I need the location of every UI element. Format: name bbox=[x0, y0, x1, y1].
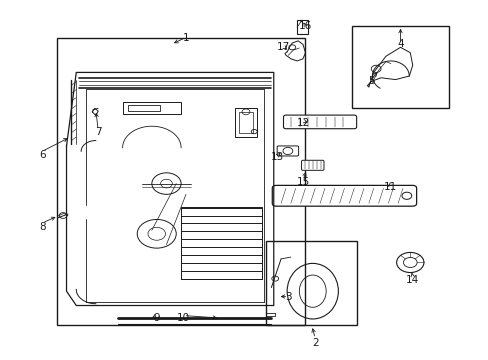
Text: 15: 15 bbox=[296, 177, 309, 187]
FancyBboxPatch shape bbox=[283, 115, 356, 129]
Bar bbox=[57, 39, 305, 325]
Bar bbox=[351, 26, 448, 108]
Bar bbox=[234, 108, 256, 137]
Text: 16: 16 bbox=[298, 21, 311, 31]
Text: 11: 11 bbox=[384, 182, 397, 192]
Text: 12: 12 bbox=[296, 118, 309, 128]
FancyBboxPatch shape bbox=[277, 146, 298, 156]
Text: 3: 3 bbox=[285, 292, 291, 302]
FancyBboxPatch shape bbox=[301, 160, 324, 170]
Bar bbox=[266, 241, 356, 325]
Text: 5: 5 bbox=[367, 76, 374, 86]
Text: 8: 8 bbox=[39, 222, 45, 231]
Text: 9: 9 bbox=[153, 313, 160, 323]
Text: 6: 6 bbox=[39, 150, 45, 160]
Text: 13: 13 bbox=[270, 152, 284, 162]
FancyBboxPatch shape bbox=[272, 185, 416, 206]
Text: 7: 7 bbox=[95, 127, 102, 136]
Bar bbox=[266, 313, 275, 316]
Text: 17: 17 bbox=[276, 42, 289, 52]
Text: 2: 2 bbox=[311, 338, 318, 348]
Bar bbox=[238, 112, 253, 134]
Bar bbox=[122, 102, 181, 114]
Text: 4: 4 bbox=[396, 39, 403, 49]
Bar bbox=[297, 20, 307, 34]
Text: 10: 10 bbox=[177, 313, 190, 323]
Text: 14: 14 bbox=[405, 275, 419, 285]
Text: 1: 1 bbox=[183, 33, 189, 43]
Bar bbox=[181, 207, 261, 279]
Bar bbox=[128, 105, 160, 111]
